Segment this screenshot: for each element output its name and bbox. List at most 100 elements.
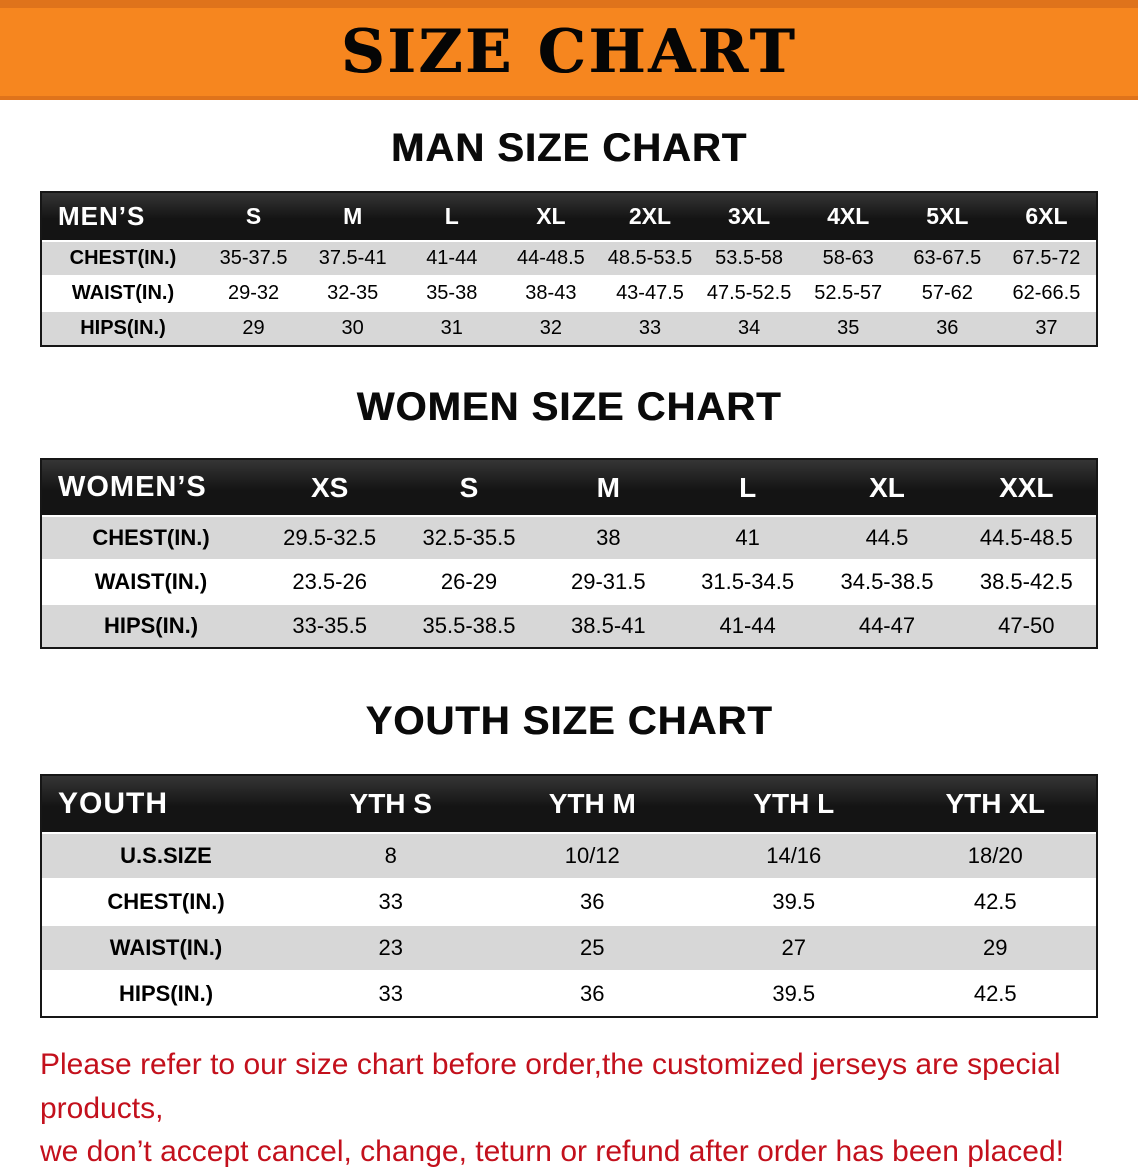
table-cell: 32 <box>539 317 562 339</box>
page-title: SIZE CHART <box>340 17 798 87</box>
table-cell: 10/12 <box>491 834 693 880</box>
table-cell: 35 <box>837 317 860 339</box>
table-cell: 27 <box>693 926 895 972</box>
table-cell: 53.5-58 <box>699 242 799 277</box>
table-cell: 18/20 <box>894 834 1096 880</box>
table-row: CHEST(IN.) 33 36 39.5 42.5 <box>42 880 1096 926</box>
table-cell: 63-67.5 <box>897 242 997 277</box>
table-cell: 36 <box>936 317 959 339</box>
table-cell: 42.5 <box>973 981 1017 1006</box>
table-cell: 35.5-38.5 <box>422 613 516 638</box>
table-row: CHEST(IN.) 35-37.5 37.5-41 41-44 44-48.5 48.5… <box>42 242 1096 277</box>
column-header: YTH M <box>491 776 693 834</box>
table-cell: 41-44 <box>719 613 776 638</box>
table-cell: 38.5-42.5 <box>956 561 1096 605</box>
table-corner-label: WOMEN’S <box>42 460 260 517</box>
table-cell: 33 <box>638 317 662 339</box>
column-header: YTH XL <box>894 776 1096 834</box>
table-row: WAIST(IN.) 29-32 32-35 35-38 38-43 43-47.5 47.… <box>42 277 1096 312</box>
table-row: HIPS(IN.) 33-35.5 35.5-38.5 38.5-41 41-44 44-… <box>42 605 1096 647</box>
disclaimer-line-1: Please refer to our size chart before or… <box>40 1048 1061 1125</box>
disclaimer-line-2: we don’t accept cancel, change, teturn o… <box>40 1135 1064 1168</box>
column-header: XS <box>260 460 400 517</box>
men-size-section: MAN SIZE CHART MEN’S S M L XL 2XL 3XL 4XL 5XL 6XL… <box>0 126 1138 347</box>
table-row: WAIST(IN.) 23 25 27 29 <box>42 926 1096 972</box>
table-cell: 36 <box>491 880 693 926</box>
table-row: CHEST(IN.) 29.5-32.5 32.5-35.5 38 41 44.5 44.5… <box>42 517 1096 561</box>
row-label: WAIST(IN.) <box>42 926 290 972</box>
row-label: HIPS(IN.) <box>118 981 214 1006</box>
women-size-table: WOMEN’S XS S M L XL XXL CHEST(IN.) 29.5-32.5 32.5… <box>40 458 1098 649</box>
column-header: YTH S <box>290 776 492 834</box>
table-cell: 43-47.5 <box>600 277 700 312</box>
table-row: U.S.SIZE 8 10/12 14/16 18/20 <box>42 834 1096 880</box>
banner: SIZE CHART <box>0 0 1138 100</box>
table-cell: 34 <box>737 317 761 339</box>
table-cell: 44-48.5 <box>501 242 601 277</box>
youth-section-heading: YOUTH SIZE CHART <box>365 699 773 743</box>
table-cell: 33 <box>378 981 403 1006</box>
header-row: YOUTH YTH S YTH M YTH L YTH XL <box>42 776 1096 834</box>
table-cell: 25 <box>491 926 693 972</box>
table-cell: 42.5 <box>894 880 1096 926</box>
table-cell: 52.5-57 <box>798 277 898 312</box>
table-cell: 37 <box>1035 317 1058 339</box>
table-row: HIPS(IN.) 33 36 39.5 42.5 <box>42 972 1096 1016</box>
header-row: WOMEN’S XS S M L XL XXL <box>42 460 1096 517</box>
table-cell: 44.5 <box>817 517 957 561</box>
youth-size-table: YOUTH YTH S YTH M YTH L YTH XL U.S.SIZE 8 10/12… <box>40 774 1098 1018</box>
table-cell: 37.5-41 <box>303 242 403 277</box>
table-cell: 41 <box>677 517 818 561</box>
youth-size-section: YOUTH SIZE CHART YOUTH YTH S YTH M YTH L YTH… <box>0 699 1138 1018</box>
table-cell: 31.5-34.5 <box>677 561 818 605</box>
women-size-section: WOMEN SIZE CHART WOMEN’S XS S M L XL XXL CHEST(… <box>0 385 1138 649</box>
table-cell: 23.5-26 <box>260 561 400 605</box>
table-cell: 47-50 <box>998 613 1055 638</box>
column-header: S <box>399 460 539 517</box>
column-header: 4XL <box>798 193 898 242</box>
table-cell: 58-63 <box>798 242 898 277</box>
column-header: M <box>303 193 403 242</box>
table-cell: 48.5-53.5 <box>600 242 700 277</box>
women-section-heading: WOMEN SIZE CHART <box>356 385 782 429</box>
table-row: WAIST(IN.) 23.5-26 26-29 29-31.5 31.5-34.5 34… <box>42 561 1096 605</box>
table-cell: 67.5-72 <box>996 242 1096 277</box>
row-label: CHEST(IN.) <box>42 517 260 561</box>
table-corner-label: MEN’S <box>42 193 204 242</box>
table-cell: 32-35 <box>303 277 403 312</box>
row-label: HIPS(IN.) <box>80 317 166 339</box>
column-header: S <box>204 193 304 242</box>
table-cell: 29-31.5 <box>538 561 678 605</box>
table-cell: 32.5-35.5 <box>399 517 539 561</box>
column-header: M <box>538 460 678 517</box>
table-cell: 39.5 <box>693 880 895 926</box>
column-header: 2XL <box>600 193 700 242</box>
row-label: CHEST(IN.) <box>42 242 204 277</box>
row-label: HIPS(IN.) <box>103 613 199 638</box>
column-header: YTH L <box>693 776 895 834</box>
row-label: U.S.SIZE <box>42 834 290 880</box>
table-cell: 26-29 <box>399 561 539 605</box>
disclaimer-text: Please refer to our size chart before or… <box>40 1043 1098 1174</box>
table-cell: 8 <box>290 834 492 880</box>
row-label: WAIST(IN.) <box>42 561 260 605</box>
column-header: 6XL <box>996 193 1096 242</box>
table-cell: 33-35.5 <box>292 613 367 638</box>
table-cell: 47.5-52.5 <box>699 277 799 312</box>
table-corner-label: YOUTH <box>42 776 290 834</box>
table-cell: 29 <box>894 926 1096 972</box>
table-cell: 29 <box>242 317 265 339</box>
table-cell: 29-32 <box>204 277 304 312</box>
table-cell: 14/16 <box>693 834 895 880</box>
table-cell: 33 <box>290 880 492 926</box>
table-cell: 36 <box>580 981 605 1006</box>
column-header: XXL <box>956 460 1096 517</box>
table-cell: 23 <box>290 926 492 972</box>
table-row: HIPS(IN.) 29 30 31 32 33 34 35 36 37 <box>42 312 1096 345</box>
column-header: 3XL <box>699 193 799 242</box>
table-cell: 39.5 <box>772 981 816 1006</box>
table-cell: 44.5-48.5 <box>956 517 1096 561</box>
table-cell: 29.5-32.5 <box>260 517 400 561</box>
table-cell: 35-37.5 <box>204 242 304 277</box>
